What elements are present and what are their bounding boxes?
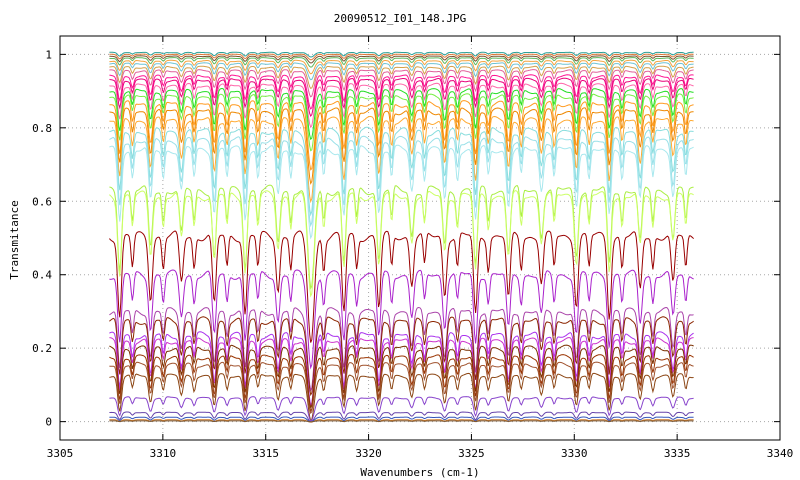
x-tick-label: 3320: [355, 447, 382, 460]
series-line: [109, 269, 694, 370]
series-line: [109, 74, 694, 110]
y-tick-label: 0.2: [32, 342, 52, 355]
x-tick-label: 3315: [252, 447, 279, 460]
series-line: [109, 135, 694, 228]
series-line: [109, 107, 694, 185]
x-tick-label: 3340: [767, 447, 794, 460]
series-line: [109, 82, 694, 129]
y-axis-label: Transmitance: [8, 200, 21, 279]
series-line: [109, 115, 694, 204]
series-line: [109, 337, 694, 407]
plot-frame: [59, 35, 781, 441]
series-line: [109, 59, 694, 75]
x-tick-label: 3310: [150, 447, 177, 460]
series-line: [109, 344, 694, 409]
series-line: [109, 53, 694, 61]
series-line: [109, 77, 694, 117]
series-line: [109, 51, 694, 58]
series-line: [109, 93, 694, 152]
y-tick-label: 1: [45, 48, 52, 61]
y-tick-label: 0: [45, 416, 52, 429]
chart-title: 20090512_I01_148.JPG: [334, 12, 466, 25]
series-line: [109, 372, 694, 422]
series-line: [109, 353, 694, 412]
series-line: [109, 416, 694, 423]
series-line: [109, 190, 694, 298]
axis-ticks: 3305 3310 3315 3320 3325 3330 3335 3340 0 0.2 0.4 0…: [32, 36, 793, 460]
x-tick-label: 3330: [561, 447, 588, 460]
x-tick-label: 3335: [664, 447, 691, 460]
x-tick-label: 3305: [47, 447, 74, 460]
y-tick-label: 0.4: [32, 269, 52, 282]
series-line: [109, 306, 694, 392]
x-tick-label: 3325: [458, 447, 485, 460]
series-line: [109, 420, 694, 423]
series-line: [109, 62, 694, 81]
series-line: [109, 57, 694, 68]
series-line: [109, 65, 694, 90]
series-line: [109, 396, 694, 422]
x-axis-label: Wavenumbers (cm-1): [360, 466, 479, 479]
series-line: [109, 55, 694, 64]
series-line: [109, 184, 694, 290]
series-line: [109, 361, 694, 415]
series-line: [109, 100, 694, 171]
series-line: [109, 144, 694, 240]
series-line: [109, 87, 694, 141]
y-tick-label: 0.6: [32, 195, 52, 208]
series-line: [109, 69, 694, 98]
series-line: [109, 411, 694, 423]
y-tick-label: 0.8: [32, 122, 52, 135]
series-line: [109, 331, 694, 407]
series-layer: [109, 51, 694, 423]
series-line: [109, 316, 694, 397]
series-line: [109, 126, 694, 217]
series-line: [109, 230, 694, 343]
series-line: [109, 419, 694, 423]
